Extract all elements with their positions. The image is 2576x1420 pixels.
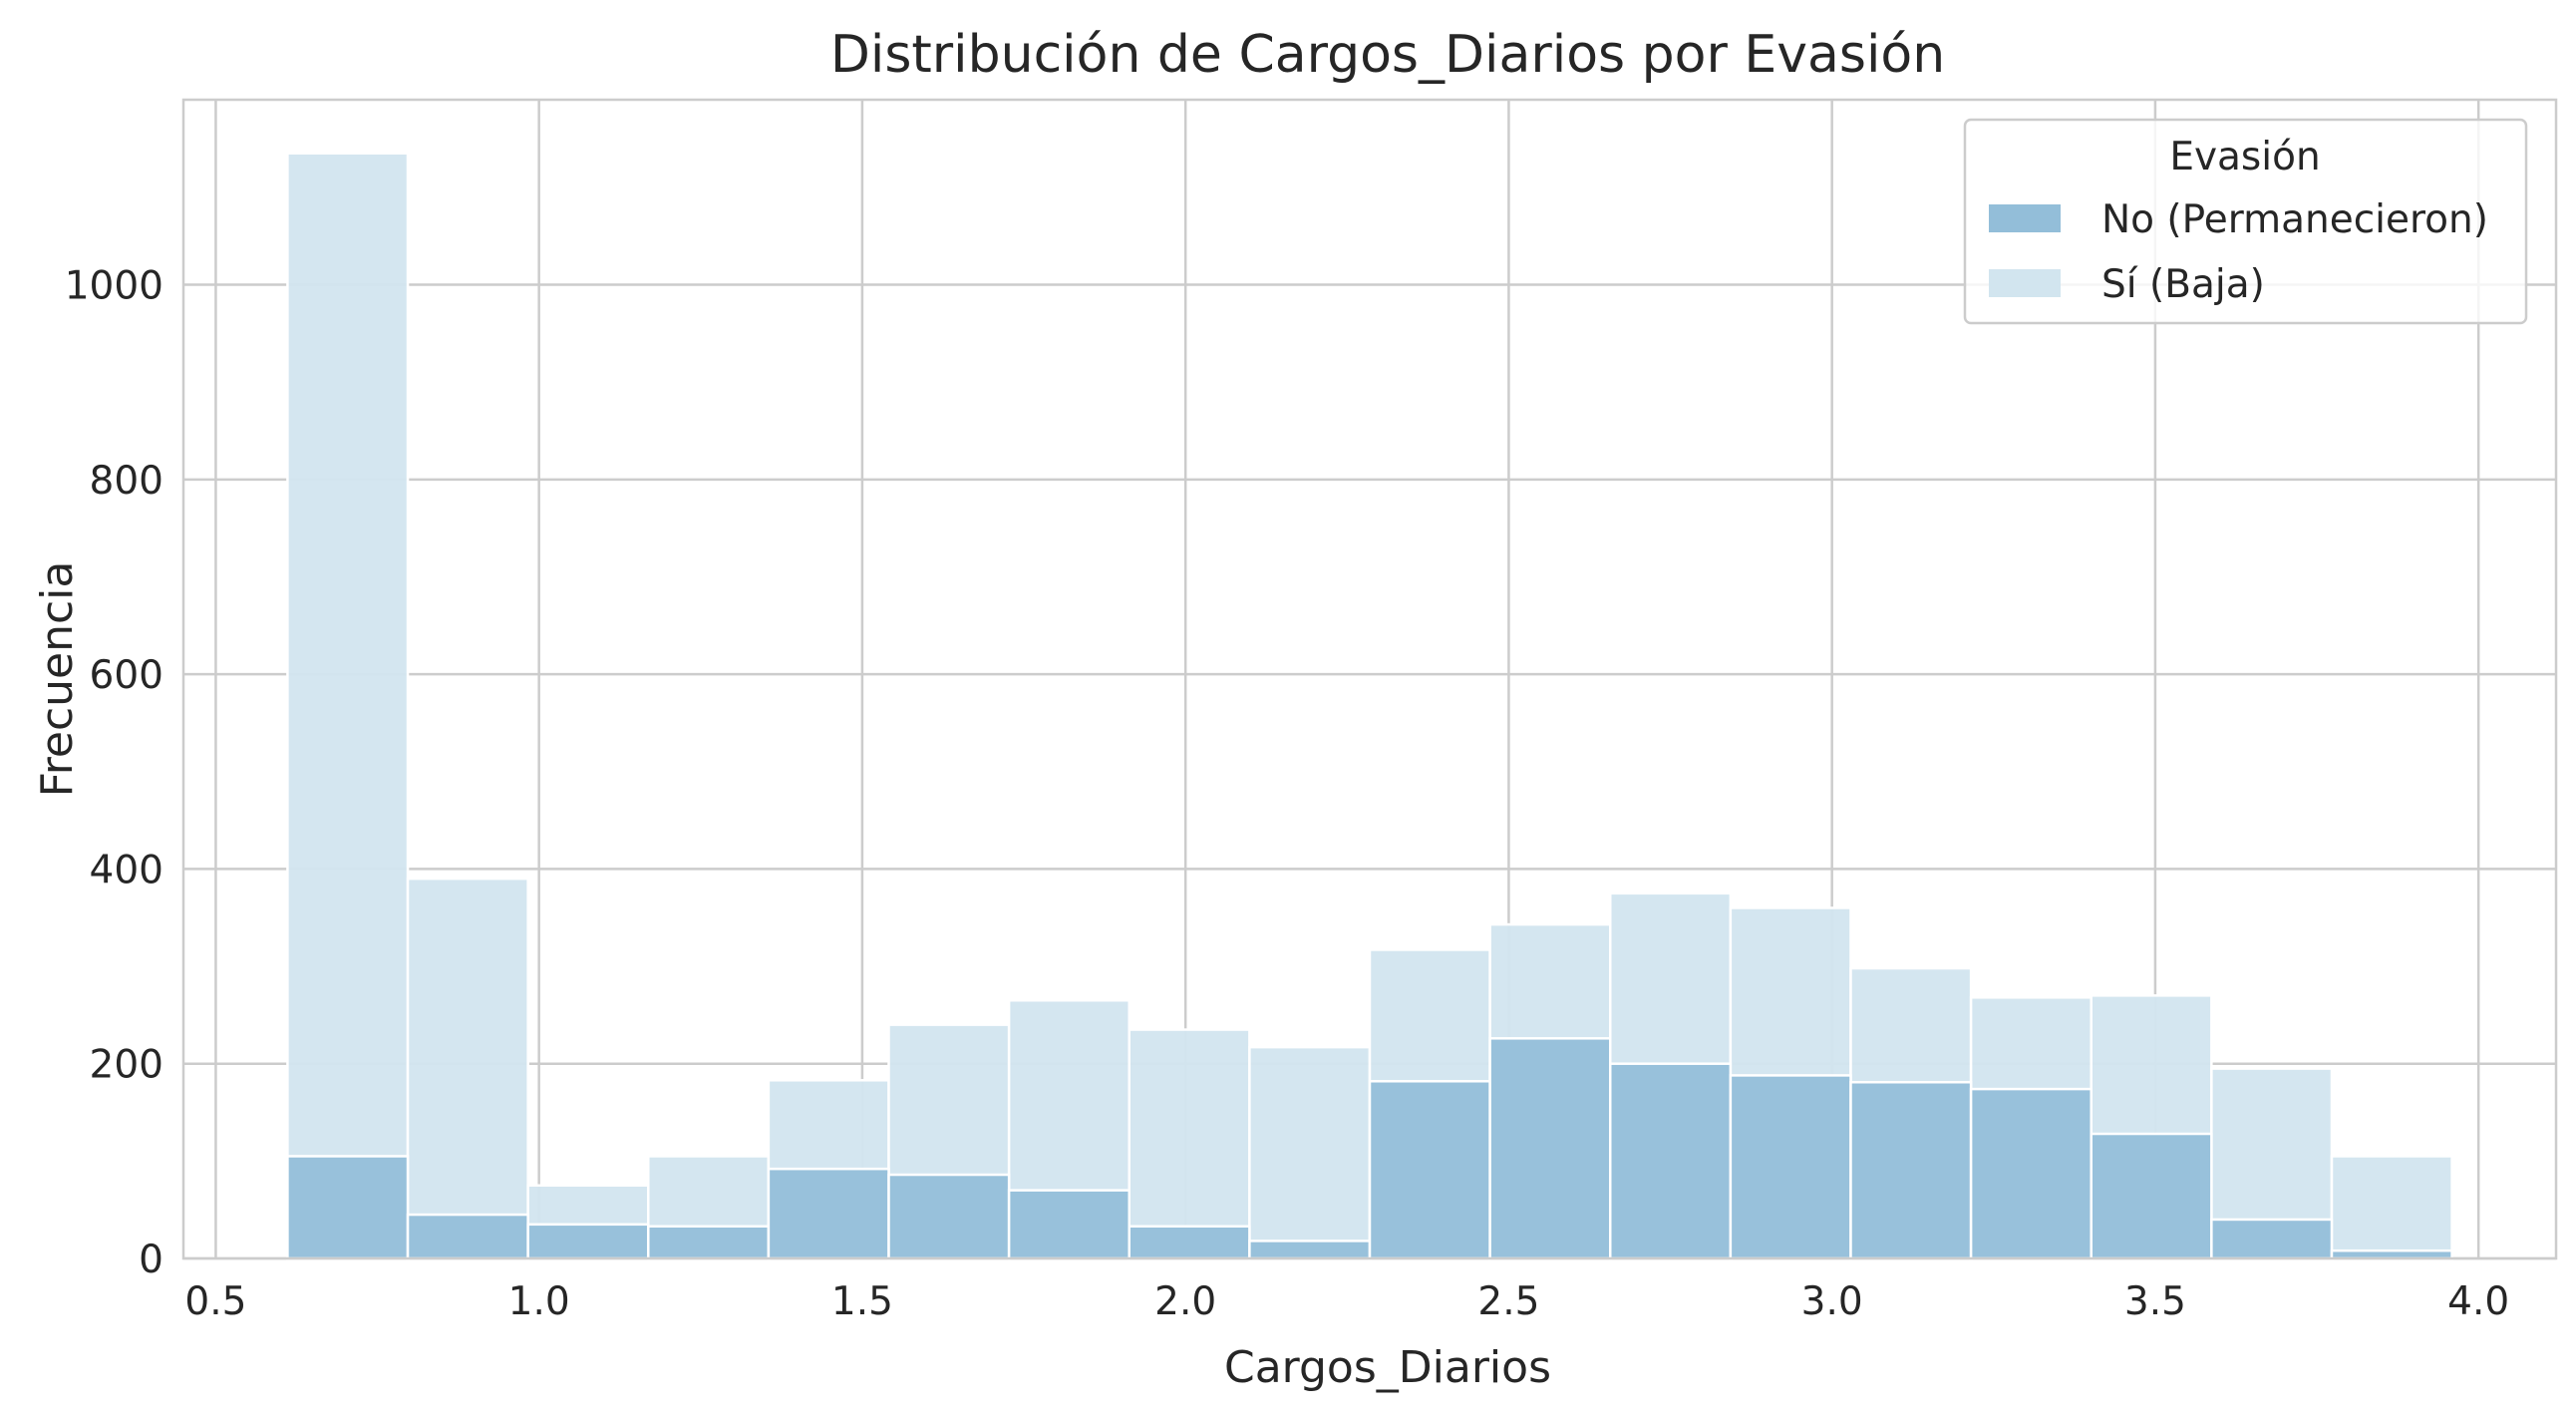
x-tick-label: 2.0	[1154, 1279, 1216, 1324]
bar-no-permanecieron	[2090, 1132, 2213, 1260]
plot-frame	[181, 98, 2558, 1260]
bar-no-permanecieron	[1488, 1037, 1612, 1260]
legend-box	[1963, 118, 2528, 325]
x-tick-label: 3.0	[1801, 1279, 1863, 1324]
y-tick-label: 800	[90, 459, 163, 504]
chart-title: Distribución de Cargos_Diarios por Evasi…	[830, 25, 1945, 85]
y-axis-label: Frecuencia	[32, 561, 83, 798]
y-tick-label: 1000	[65, 264, 163, 309]
x-axis-label: Cargos_Diarios	[1224, 1342, 1551, 1393]
x-tick-label: 1.5	[831, 1279, 893, 1324]
y-tick-label: 400	[90, 848, 163, 892]
x-tick-label: 3.5	[2124, 1279, 2186, 1324]
bar-no-permanecieron	[1969, 1087, 2093, 1260]
legend-title: Evasión	[2169, 135, 2320, 179]
bar-si-baja	[406, 877, 529, 1260]
bar-no-permanecieron	[1368, 1080, 1491, 1260]
bar-no-permanecieron	[1608, 1062, 1733, 1260]
bar-no-permanecieron	[647, 1225, 771, 1260]
series-no-permanecieron-bars	[286, 1037, 2453, 1260]
x-tick-label: 1.0	[508, 1279, 570, 1324]
bar-no-permanecieron	[1849, 1081, 1973, 1260]
bar-no-permanecieron	[1248, 1240, 1372, 1260]
bar-no-permanecieron	[767, 1167, 890, 1260]
legend-label-si-baja: Sí (Baja)	[2101, 262, 2265, 307]
bar-si-baja	[286, 152, 410, 1260]
bar-no-permanecieron	[1007, 1189, 1131, 1260]
bar-no-permanecieron	[1127, 1225, 1251, 1260]
y-axis-ticks: 0 200 400 600 800 1000	[65, 264, 163, 1282]
x-axis-ticks: 0.5 1.0 1.5 2.0 2.5 3.0 3.5 4.0	[184, 1279, 2509, 1324]
y-tick-label: 200	[90, 1043, 163, 1088]
bar-si-baja	[1248, 1045, 1372, 1260]
legend-swatch-no-permanecieron	[1989, 204, 2061, 232]
bar-no-permanecieron	[887, 1173, 1011, 1260]
bar-no-permanecieron	[2210, 1218, 2334, 1260]
y-tick-label: 600	[90, 653, 163, 698]
legend-label-no-permanecieron: No (Permanecieron)	[2101, 197, 2488, 242]
bar-no-permanecieron	[286, 1155, 410, 1260]
bar-no-permanecieron	[1729, 1074, 1852, 1260]
bar-si-baja	[1127, 1028, 1251, 1260]
legend: Evasión No (Permanecieron) Sí (Baja)	[1963, 118, 2528, 325]
bar-no-permanecieron	[406, 1213, 529, 1260]
y-tick-label: 0	[139, 1238, 163, 1282]
x-tick-label: 4.0	[2447, 1279, 2509, 1324]
bar-si-baja	[2330, 1155, 2453, 1260]
legend-swatch-si-baja	[1989, 269, 2061, 297]
x-tick-label: 0.5	[184, 1279, 246, 1324]
bar-no-permanecieron	[526, 1223, 650, 1260]
x-tick-label: 2.5	[1477, 1279, 1539, 1324]
